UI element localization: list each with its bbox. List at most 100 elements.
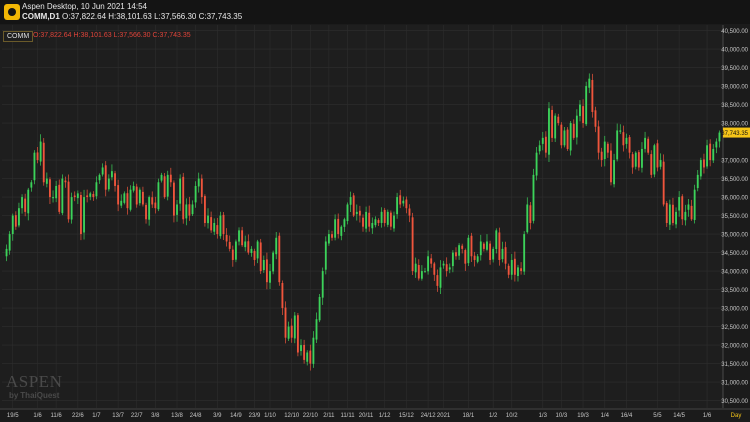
candle-body: [579, 104, 581, 117]
candle-body: [272, 252, 275, 272]
candle-body: [111, 171, 113, 178]
candle-body: [303, 344, 306, 360]
candle-body: [659, 160, 662, 167]
candle-body: [293, 315, 296, 339]
x-tick-label: 14/9: [230, 413, 242, 419]
candle-body: [486, 241, 488, 250]
candle-body: [253, 250, 256, 260]
candle-body: [309, 350, 312, 364]
aspen-watermark: ASPEN: [6, 372, 63, 391]
candle-body: [132, 185, 135, 191]
candle-body: [135, 186, 138, 205]
candle-body: [49, 179, 51, 198]
candle-body: [104, 165, 107, 190]
y-tick-label: 31,000.00: [721, 381, 748, 387]
candle-body: [625, 137, 628, 144]
x-tick-label: 19/3: [577, 413, 589, 419]
candle-body: [157, 182, 160, 210]
candle-body: [389, 212, 392, 227]
candle-body: [594, 110, 597, 127]
y-tick-label: 35,000.00: [721, 233, 748, 239]
y-tick-label: 34,000.00: [721, 270, 748, 276]
candle-body: [396, 197, 399, 215]
chart-area[interactable]: [0, 25, 723, 408]
candle-body: [21, 197, 23, 209]
candle-body: [117, 185, 120, 205]
x-tick-label: 22/6: [72, 413, 84, 419]
candle-body: [166, 174, 169, 197]
x-tick-label: 12/10: [284, 413, 300, 419]
candle-body: [408, 208, 411, 216]
candle-body: [176, 204, 178, 215]
candle-body: [92, 194, 95, 198]
candle-body: [14, 215, 17, 227]
candle-body: [225, 234, 228, 242]
candle-body: [296, 315, 299, 353]
candle-body: [520, 268, 523, 272]
candle-body: [33, 152, 36, 181]
candle-body: [442, 263, 445, 266]
candle-body: [262, 259, 265, 271]
aspen-app-icon[interactable]: [4, 4, 20, 20]
candle-body: [129, 189, 132, 210]
candle-body: [337, 218, 340, 235]
candle-body: [551, 109, 554, 138]
candle-body: [269, 271, 271, 283]
candle-body: [489, 243, 492, 260]
candle-body: [464, 250, 467, 264]
candle-body: [709, 143, 712, 161]
candle-body: [265, 259, 268, 283]
candle-body: [163, 176, 166, 198]
x-tick-label: 19/5: [7, 413, 19, 419]
x-tick-label: 1/2: [489, 413, 498, 419]
y-tick-label: 32,500.00: [721, 325, 748, 331]
y-tick-label: 32,000.00: [721, 344, 748, 350]
candle-body: [637, 152, 640, 168]
last-price-tag: [723, 127, 750, 138]
y-tick-label: 33,000.00: [721, 307, 748, 313]
candle-body: [706, 145, 708, 167]
symbol-badge[interactable]: COMM: [3, 31, 34, 42]
candle-body: [80, 195, 82, 235]
candle-body: [244, 241, 247, 248]
candle-body: [188, 204, 191, 216]
candle-body: [222, 214, 225, 235]
candle-body: [575, 115, 578, 138]
candle-body: [541, 137, 544, 144]
candle-body: [228, 241, 231, 249]
candle-body: [427, 256, 430, 272]
x-tick-label: 1/4: [601, 413, 610, 419]
x-tick-label: 10/2: [506, 413, 518, 419]
candle-body: [371, 222, 374, 229]
candle-body: [76, 193, 79, 199]
candle-body: [532, 174, 535, 221]
candle-body: [554, 115, 557, 139]
ohlc-readout: O:37,822.64 H:38,101.63 L:37,566.30 C:37…: [33, 32, 191, 39]
candle-body: [653, 145, 656, 175]
candle-body: [185, 204, 188, 219]
candle-body: [510, 259, 513, 275]
candle-body: [529, 205, 532, 223]
x-tick-label: 3/8: [151, 413, 160, 419]
candle-body: [352, 195, 355, 216]
candle-body: [634, 152, 637, 167]
candle-body: [61, 178, 64, 214]
last-price-label: 37,743.35: [721, 131, 748, 137]
candle-body: [24, 198, 27, 212]
candle-body: [699, 160, 702, 177]
candle-body: [606, 143, 609, 153]
candle-body: [672, 204, 674, 223]
candle-body: [417, 265, 420, 279]
window-title: Aspen Desktop, 10 Jun 2021 14:54: [22, 2, 147, 11]
y-tick-label: 38,000.00: [721, 122, 748, 128]
x-tick-label: 10/3: [556, 413, 568, 419]
y-tick-label: 40,500.00: [721, 29, 748, 35]
candle-body: [504, 247, 507, 264]
candle-body: [470, 235, 473, 257]
candle-body: [538, 145, 541, 152]
candle-body: [610, 150, 612, 183]
candle-body: [473, 255, 476, 260]
candle-body: [572, 123, 575, 138]
candle-body: [631, 154, 634, 168]
